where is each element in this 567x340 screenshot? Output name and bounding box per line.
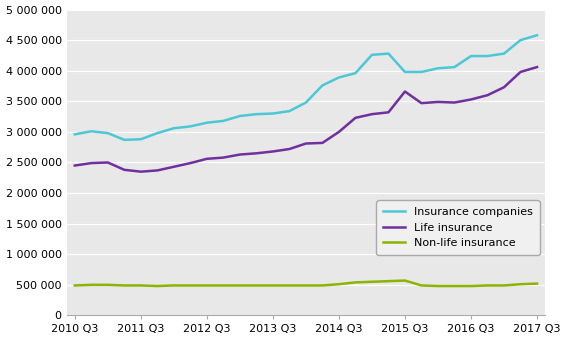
Insurance companies bbox=[401, 70, 408, 74]
Line: Non-life insurance: Non-life insurance bbox=[75, 280, 537, 286]
Insurance companies bbox=[137, 137, 144, 141]
Life insurance bbox=[171, 165, 177, 169]
Life insurance bbox=[303, 141, 310, 146]
Non-life insurance bbox=[104, 283, 111, 287]
Non-life insurance bbox=[286, 284, 293, 288]
Insurance companies bbox=[352, 71, 359, 75]
Life insurance bbox=[352, 116, 359, 120]
Non-life insurance bbox=[171, 284, 177, 288]
Insurance companies bbox=[171, 126, 177, 130]
Insurance companies bbox=[104, 131, 111, 135]
Insurance companies bbox=[220, 119, 227, 123]
Non-life insurance bbox=[204, 284, 210, 288]
Non-life insurance bbox=[154, 284, 160, 288]
Legend: Insurance companies, Life insurance, Non-life insurance: Insurance companies, Life insurance, Non… bbox=[376, 200, 540, 255]
Insurance companies bbox=[517, 38, 524, 42]
Insurance companies bbox=[204, 121, 210, 125]
Non-life insurance bbox=[451, 284, 458, 288]
Non-life insurance bbox=[336, 282, 342, 286]
Insurance companies bbox=[534, 33, 540, 37]
Non-life insurance bbox=[236, 284, 243, 288]
Insurance companies bbox=[187, 124, 194, 129]
Life insurance bbox=[385, 110, 392, 114]
Non-life insurance bbox=[253, 284, 260, 288]
Line: Insurance companies: Insurance companies bbox=[75, 35, 537, 140]
Non-life insurance bbox=[385, 279, 392, 283]
Life insurance bbox=[336, 130, 342, 134]
Non-life insurance bbox=[88, 283, 95, 287]
Non-life insurance bbox=[517, 282, 524, 286]
Non-life insurance bbox=[303, 284, 310, 288]
Insurance companies bbox=[451, 65, 458, 69]
Insurance companies bbox=[336, 75, 342, 80]
Life insurance bbox=[286, 147, 293, 151]
Life insurance bbox=[236, 153, 243, 157]
Life insurance bbox=[484, 93, 491, 97]
Insurance companies bbox=[303, 101, 310, 105]
Life insurance bbox=[451, 101, 458, 105]
Insurance companies bbox=[434, 66, 441, 70]
Life insurance bbox=[187, 161, 194, 165]
Non-life insurance bbox=[352, 280, 359, 285]
Non-life insurance bbox=[121, 284, 128, 288]
Non-life insurance bbox=[319, 284, 326, 288]
Life insurance bbox=[517, 70, 524, 74]
Insurance companies bbox=[468, 54, 475, 58]
Line: Life insurance: Life insurance bbox=[75, 67, 537, 172]
Insurance companies bbox=[501, 52, 507, 56]
Insurance companies bbox=[286, 109, 293, 113]
Non-life insurance bbox=[187, 284, 194, 288]
Life insurance bbox=[418, 101, 425, 105]
Insurance companies bbox=[319, 83, 326, 87]
Life insurance bbox=[121, 168, 128, 172]
Life insurance bbox=[501, 85, 507, 89]
Non-life insurance bbox=[468, 284, 475, 288]
Life insurance bbox=[137, 170, 144, 174]
Life insurance bbox=[401, 89, 408, 94]
Insurance companies bbox=[269, 112, 276, 116]
Life insurance bbox=[434, 100, 441, 104]
Life insurance bbox=[269, 150, 276, 154]
Life insurance bbox=[253, 151, 260, 155]
Non-life insurance bbox=[534, 282, 540, 286]
Life insurance bbox=[534, 65, 540, 69]
Insurance companies bbox=[154, 131, 160, 135]
Non-life insurance bbox=[434, 284, 441, 288]
Non-life insurance bbox=[418, 284, 425, 288]
Insurance companies bbox=[71, 132, 78, 136]
Life insurance bbox=[204, 157, 210, 161]
Insurance companies bbox=[484, 54, 491, 58]
Insurance companies bbox=[236, 114, 243, 118]
Life insurance bbox=[220, 156, 227, 160]
Life insurance bbox=[468, 98, 475, 102]
Life insurance bbox=[319, 141, 326, 145]
Non-life insurance bbox=[71, 284, 78, 288]
Insurance companies bbox=[121, 138, 128, 142]
Non-life insurance bbox=[401, 278, 408, 283]
Insurance companies bbox=[385, 52, 392, 56]
Life insurance bbox=[71, 164, 78, 168]
Non-life insurance bbox=[369, 280, 375, 284]
Insurance companies bbox=[253, 112, 260, 116]
Non-life insurance bbox=[137, 284, 144, 288]
Non-life insurance bbox=[501, 284, 507, 288]
Life insurance bbox=[104, 160, 111, 165]
Insurance companies bbox=[88, 129, 95, 133]
Life insurance bbox=[369, 112, 375, 116]
Non-life insurance bbox=[484, 284, 491, 288]
Life insurance bbox=[154, 168, 160, 172]
Life insurance bbox=[88, 161, 95, 165]
Insurance companies bbox=[418, 70, 425, 74]
Non-life insurance bbox=[269, 284, 276, 288]
Non-life insurance bbox=[220, 284, 227, 288]
Insurance companies bbox=[369, 53, 375, 57]
